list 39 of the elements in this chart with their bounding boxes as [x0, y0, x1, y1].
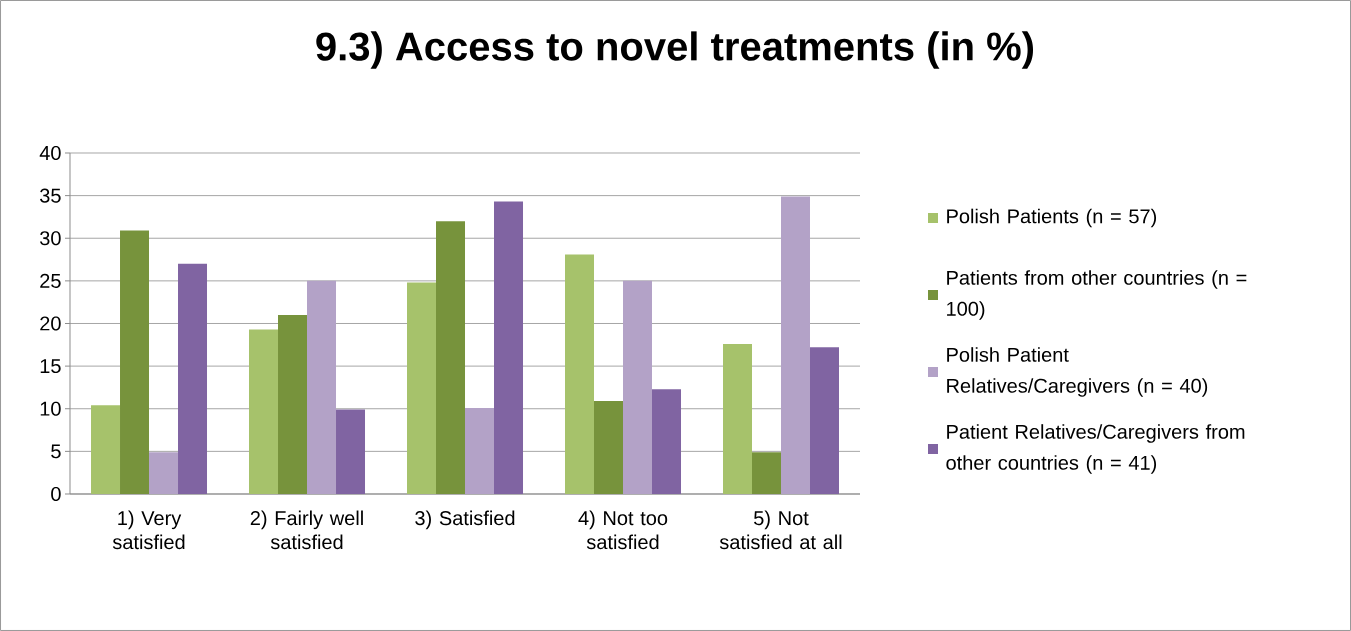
y-tick-label: 40 [39, 145, 61, 161]
y-tick-label: 20 [40, 316, 61, 331]
bar [465, 407, 495, 494]
legend-label: Polish Patient Relatives/Caregivers (n = 40) [947, 347, 1208, 397]
bar [336, 409, 366, 494]
chart-title: 9.3) Access to novel treatments (in %) [316, 31, 1034, 69]
bar [149, 452, 179, 494]
bar [752, 452, 781, 494]
y-tick-label: 15 [40, 359, 61, 374]
legend-label: Patients from other countries (n = 100) [947, 270, 1247, 320]
bar [565, 254, 595, 494]
bar [494, 201, 524, 494]
x-tick-label: 3) Satisfied [415, 510, 515, 530]
bar [652, 389, 682, 494]
x-tick-label: 2) Fairly well satisfied [250, 510, 363, 550]
bar [307, 280, 337, 494]
legend-label: Polish Patients (n = 57) [947, 208, 1157, 228]
y-tick-label: 5 [51, 444, 61, 459]
bar [249, 329, 279, 494]
y-tick-label: 0 [51, 486, 61, 502]
y-tick-label: 10 [40, 401, 61, 416]
bar [436, 221, 466, 494]
bar [781, 196, 810, 494]
x-tick-label: 1) Very satisfied [112, 510, 185, 550]
bar [178, 263, 208, 494]
y-tick-label: 30 [40, 231, 61, 246]
y-tick-label: 25 [40, 273, 61, 288]
bar [723, 343, 752, 494]
bar [278, 314, 308, 494]
x-tick-label: 4) Not too satisfied [578, 510, 668, 550]
bar [810, 347, 839, 494]
y-tick-label: 35 [40, 188, 61, 203]
bar [623, 280, 652, 494]
legend-label: Patient Relatives/Caregivers from other countries (n = 41) [946, 424, 1245, 474]
x-tick-label: 5) Not satisfied at all [719, 510, 842, 550]
bar [407, 282, 437, 494]
bar [120, 230, 150, 494]
bar [594, 401, 624, 494]
bar [91, 405, 121, 494]
